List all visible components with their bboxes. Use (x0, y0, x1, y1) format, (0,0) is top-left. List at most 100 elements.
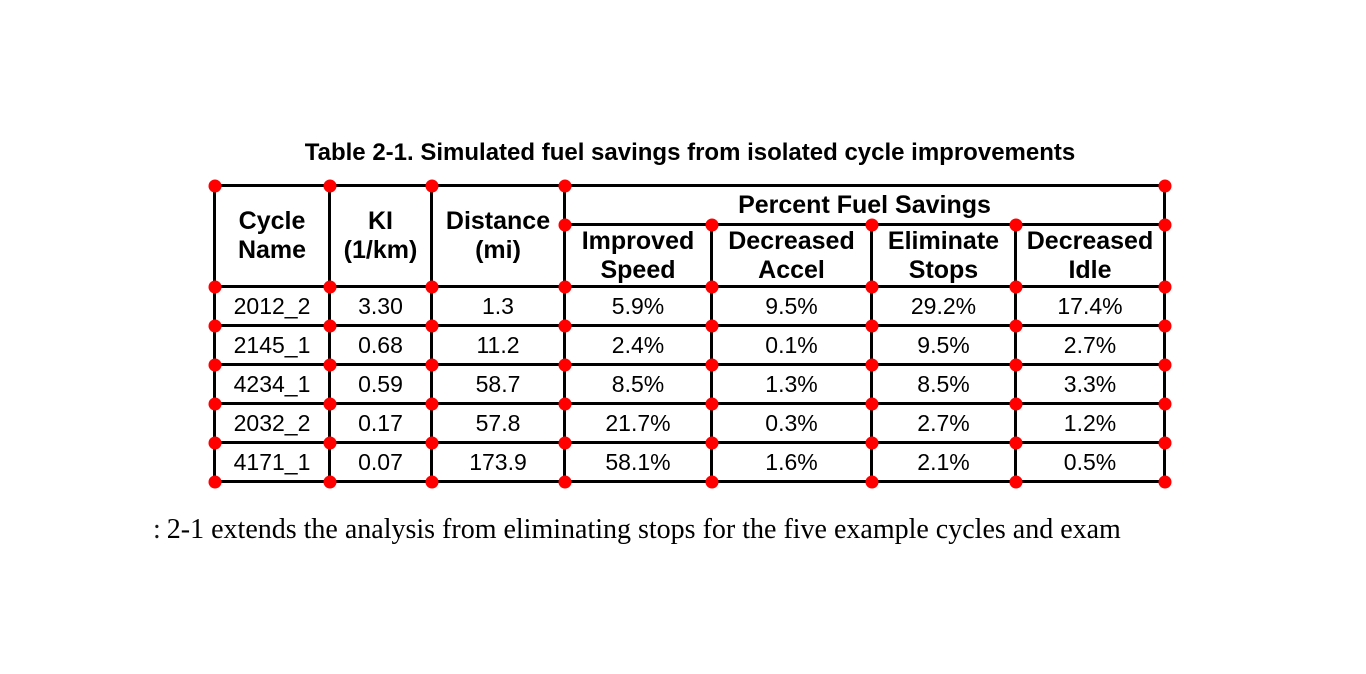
cell-cycle-name: 2032_2 (213, 402, 331, 444)
annotation-dot[interactable] (1009, 319, 1023, 333)
cell-distance: 173.9 (430, 441, 566, 483)
annotation-dot[interactable] (1158, 358, 1172, 372)
table-row: 4171_1 0.07 173.9 58.1% 1.6% 2.1% 0.5% (213, 441, 1166, 483)
table-caption: Table 2-1. Simulated fuel savings from i… (304, 139, 1076, 166)
annotation-dot[interactable] (705, 280, 719, 294)
annotation-dot[interactable] (208, 436, 222, 450)
table-row: 2145_1 0.68 11.2 2.4% 0.1% 9.5% 2.7% (213, 324, 1166, 366)
annotation-dot[interactable] (705, 397, 719, 411)
annotation-dot[interactable] (1009, 280, 1023, 294)
annotation-dot[interactable] (558, 436, 572, 450)
annotation-dot[interactable] (1158, 397, 1172, 411)
annotation-dot[interactable] (323, 475, 337, 489)
annotation-dot[interactable] (558, 358, 572, 372)
col-header-decreased-accel: Decreased Accel (710, 223, 873, 288)
cell-ki: 0.07 (328, 441, 433, 483)
annotation-dot[interactable] (865, 218, 879, 232)
cell-distance: 58.7 (430, 363, 566, 405)
annotation-dot[interactable] (865, 280, 879, 294)
annotation-dot[interactable] (558, 280, 572, 294)
annotation-dot[interactable] (865, 358, 879, 372)
annotation-dot[interactable] (1158, 319, 1172, 333)
cell-eliminate-stops: 29.2% (870, 285, 1017, 327)
annotation-dot[interactable] (558, 218, 572, 232)
annotation-dot[interactable] (323, 179, 337, 193)
annotation-dot[interactable] (705, 475, 719, 489)
cell-ki: 0.68 (328, 324, 433, 366)
cell-cycle-name: 2145_1 (213, 324, 331, 366)
col-header-eliminate-stops: Eliminate Stops (870, 223, 1017, 288)
annotation-dot[interactable] (323, 436, 337, 450)
annotation-dot[interactable] (323, 280, 337, 294)
annotation-dot[interactable] (1158, 280, 1172, 294)
annotation-dot[interactable] (1158, 218, 1172, 232)
cell-improved-speed: 8.5% (563, 363, 713, 405)
annotation-dot[interactable] (323, 397, 337, 411)
cell-improved-speed: 5.9% (563, 285, 713, 327)
col-header-percent-fuel-savings: Percent Fuel Savings (563, 184, 1166, 226)
annotation-dot[interactable] (865, 319, 879, 333)
annotation-dot[interactable] (865, 475, 879, 489)
annotation-dot[interactable] (208, 280, 222, 294)
annotation-dot[interactable] (705, 319, 719, 333)
annotation-dot[interactable] (208, 397, 222, 411)
col-header-improved-speed: Improved Speed (563, 223, 713, 288)
annotation-dot[interactable] (323, 319, 337, 333)
cell-decreased-idle: 17.4% (1014, 285, 1166, 327)
col-header-cycle-name: Cycle Name (213, 184, 331, 288)
cell-decreased-idle: 2.7% (1014, 324, 1166, 366)
cell-distance: 1.3 (430, 285, 566, 327)
annotation-dot[interactable] (1158, 475, 1172, 489)
annotation-dot[interactable] (425, 358, 439, 372)
annotation-dot[interactable] (1009, 397, 1023, 411)
table-row: 2032_2 0.17 57.8 21.7% 0.3% 2.7% 1.2% (213, 402, 1166, 444)
annotation-dot[interactable] (558, 179, 572, 193)
cell-improved-speed: 2.4% (563, 324, 713, 366)
annotation-dot[interactable] (323, 358, 337, 372)
annotation-dot[interactable] (425, 436, 439, 450)
annotation-dot[interactable] (208, 319, 222, 333)
annotation-dot[interactable] (425, 475, 439, 489)
annotation-dot[interactable] (865, 397, 879, 411)
cell-distance: 57.8 (430, 402, 566, 444)
header-row-group: Cycle Name KI (1/km) Distance (mi) Perce… (213, 184, 1166, 288)
annotation-dot[interactable] (1158, 179, 1172, 193)
cell-ki: 3.30 (328, 285, 433, 327)
cell-cycle-name: 2012_2 (213, 285, 331, 327)
annotation-dot[interactable] (705, 218, 719, 232)
annotation-dot[interactable] (208, 358, 222, 372)
annotation-dot[interactable] (1009, 475, 1023, 489)
cell-eliminate-stops: 2.7% (870, 402, 1017, 444)
cell-decreased-accel: 0.1% (710, 324, 873, 366)
cell-decreased-accel: 0.3% (710, 402, 873, 444)
cell-decreased-accel: 9.5% (710, 285, 873, 327)
annotation-dot[interactable] (705, 436, 719, 450)
annotation-dot[interactable] (558, 397, 572, 411)
cell-decreased-accel: 1.6% (710, 441, 873, 483)
annotation-dot[interactable] (705, 358, 719, 372)
cell-eliminate-stops: 2.1% (870, 441, 1017, 483)
annotation-dot[interactable] (208, 179, 222, 193)
cell-cycle-name: 4171_1 (213, 441, 331, 483)
clipped-character-fragment: : (153, 514, 161, 545)
annotation-dot[interactable] (558, 319, 572, 333)
cell-decreased-idle: 0.5% (1014, 441, 1166, 483)
cell-decreased-idle: 3.3% (1014, 363, 1166, 405)
annotation-dot[interactable] (1009, 436, 1023, 450)
annotation-dot[interactable] (865, 436, 879, 450)
annotation-dot[interactable] (425, 397, 439, 411)
cell-eliminate-stops: 8.5% (870, 363, 1017, 405)
annotation-dot[interactable] (1009, 358, 1023, 372)
annotation-dot[interactable] (425, 179, 439, 193)
table-row: 4234_1 0.59 58.7 8.5% 1.3% 8.5% 3.3% (213, 363, 1166, 405)
annotation-dot[interactable] (558, 475, 572, 489)
annotation-dot[interactable] (425, 280, 439, 294)
col-header-decreased-idle: Decreased Idle (1014, 223, 1166, 288)
annotation-dot[interactable] (425, 319, 439, 333)
annotation-dot[interactable] (208, 475, 222, 489)
annotation-dot[interactable] (1158, 436, 1172, 450)
annotation-dot[interactable] (1009, 218, 1023, 232)
cell-ki: 0.59 (328, 363, 433, 405)
